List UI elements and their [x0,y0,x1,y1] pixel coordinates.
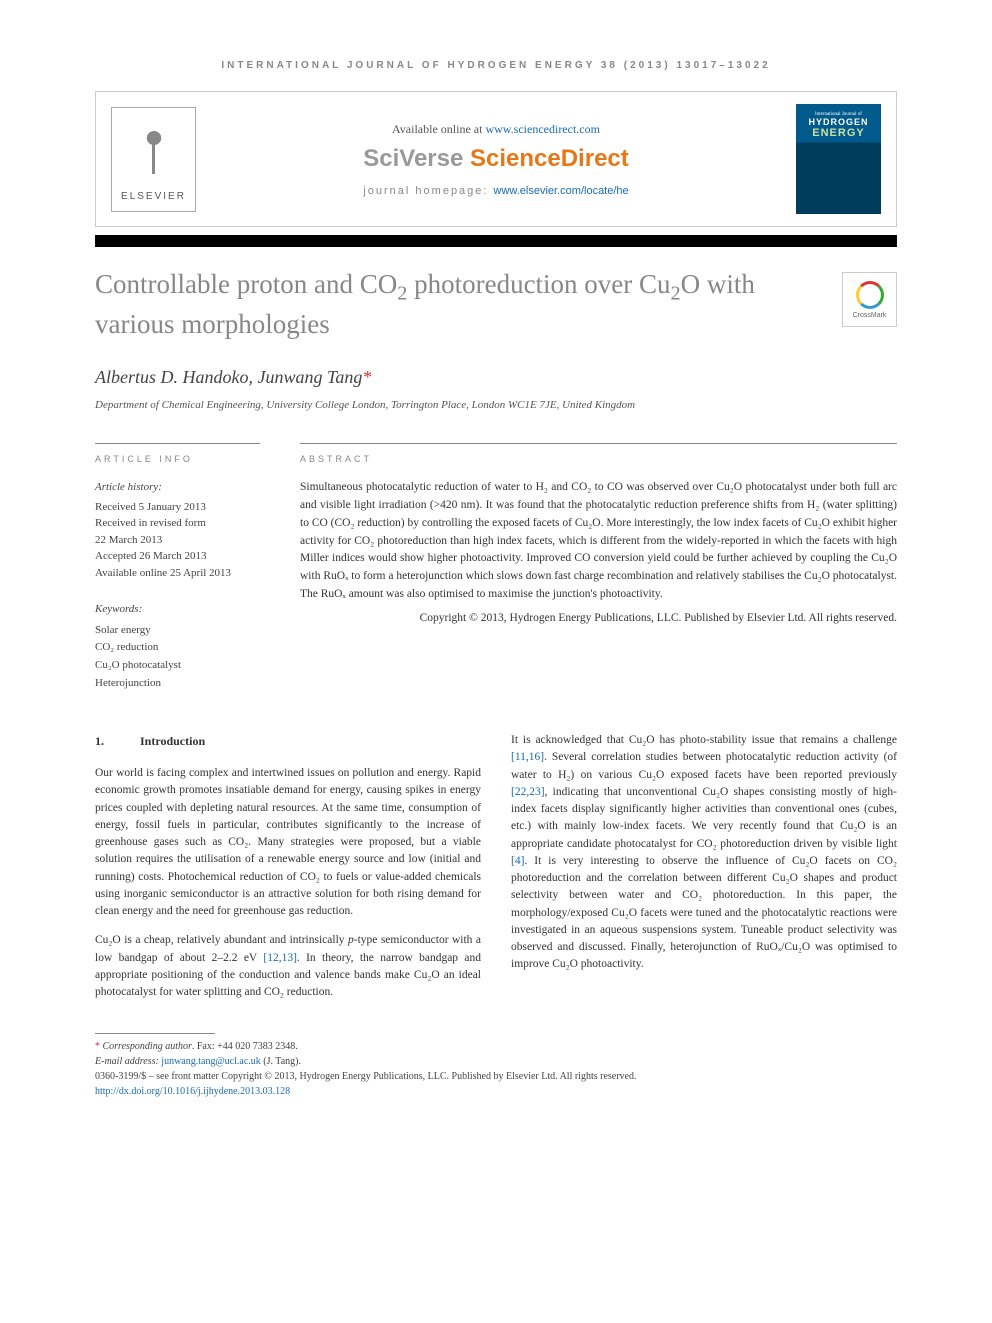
corresponding-author-label: Corresponding author [103,1041,192,1052]
section-heading: 1.Introduction [95,732,481,750]
footnotes: * Corresponding author. Fax: +44 020 738… [95,1039,897,1099]
keywords-label: Keywords: [95,601,260,619]
crossmark-icon [856,281,884,309]
title-part1: Controllable proton and CO [95,269,397,299]
citation-link[interactable]: [12,13] [263,952,297,964]
citation-link[interactable]: [22,23] [511,786,545,798]
email-name: (J. Tang). [261,1056,301,1067]
text-run: . Several correlation studies between ph… [511,751,897,780]
issn-copyright: 0360-3199/$ – see front matter Copyright… [95,1069,897,1084]
publisher-header: ELSEVIER Available online at www.science… [95,91,897,227]
available-online-text: Available online at www.sciencedirect.co… [211,122,781,137]
revised-date: 22 March 2013 [95,532,260,549]
article-info-label: ARTICLE INFO [95,443,260,464]
cover-title2: ENERGY [812,127,864,139]
corresponding-star: * [362,367,371,387]
paragraph: It is acknowledged that Cu₂O has photo-s… [511,732,897,974]
citation-link[interactable]: [4] [511,855,524,867]
authors: Albertus D. Handoko, Junwang Tang* [95,367,897,388]
email-link[interactable]: junwang.tang@ucl.ac.uk [161,1056,260,1067]
keyword: Heterojunction [95,675,260,693]
section-number: 1. [95,732,140,750]
footnote-star: * [95,1041,103,1052]
affiliation: Department of Chemical Engineering, Univ… [95,398,897,413]
sciencedirect-link[interactable]: www.sciencedirect.com [485,122,600,136]
abstract-copyright: Copyright © 2013, Hydrogen Energy Public… [300,612,897,624]
text-run: It is acknowledged that Cu₂O has photo-s… [511,734,897,746]
online-date: Available online 25 April 2013 [95,565,260,582]
doi-link[interactable]: http://dx.doi.org/10.1016/j.ijhydene.201… [95,1086,290,1097]
article-history: Article history: Received 5 January 2013… [95,479,260,581]
cover-title1: HYDROGEN [808,117,868,127]
journal-homepage: journal homepage: www.elsevier.com/locat… [211,185,781,197]
authors-text: Albertus D. Handoko, Junwang Tang [95,367,362,387]
available-label: Available online at [392,122,485,136]
history-label: Article history: [95,479,260,496]
keyword: Solar energy [95,622,260,640]
article-title: Controllable proton and CO2 photoreducti… [95,267,822,342]
text-run: , indicating that unconventional Cu₂O sh… [511,786,897,850]
accepted-date: Accepted 26 March 2013 [95,548,260,565]
title-part2: photoreduction over Cu [407,269,670,299]
email-label: E-mail address: [95,1056,161,1067]
crossmark-badge[interactable]: CrossMark [842,272,897,327]
elsevier-text: ELSEVIER [121,191,186,202]
sciverse-logo: SciVerse ScienceDirect [211,145,781,173]
section-title: Introduction [140,734,205,748]
keywords: Keywords: Solar energy CO₂ reduction Cu₂… [95,601,260,692]
body-column-left: 1.Introduction Our world is facing compl… [95,732,481,1013]
journal-running-head: INTERNATIONAL JOURNAL OF HYDROGEN ENERGY… [95,60,897,71]
received-date: Received 5 January 2013 [95,499,260,516]
keyword: CO₂ reduction [95,639,260,657]
keyword: Cu₂O photocatalyst [95,657,260,675]
fax-text: . Fax: +44 020 7383 2348. [192,1041,298,1052]
text-run: Cu₂O is a cheap, relatively abundant and… [95,934,348,946]
footnote-separator [95,1033,215,1034]
abstract-label: ABSTRACT [300,443,897,464]
revised-label: Received in revised form [95,515,260,532]
body-column-right: It is acknowledged that Cu₂O has photo-s… [511,732,897,1013]
homepage-label: journal homepage: [363,185,493,197]
text-run: . It is very interesting to observe the … [511,855,897,971]
journal-cover-thumbnail: International Journal of HYDROGEN ENERGY [796,104,881,214]
divider-bar [95,235,897,247]
citation-link[interactable]: [11,16] [511,751,544,763]
crossmark-label: CrossMark [853,312,887,319]
abstract-text: Simultaneous photocatalytic reduction of… [300,479,897,604]
elsevier-logo: ELSEVIER [111,107,196,212]
sciverse-gray: SciVerse [363,145,470,172]
paragraph: Our world is facing complex and intertwi… [95,765,481,920]
elsevier-tree-icon [124,116,184,186]
homepage-link[interactable]: www.elsevier.com/locate/he [494,185,629,197]
sciverse-orange: ScienceDirect [470,145,629,172]
paragraph: Cu₂O is a cheap, relatively abundant and… [95,932,481,1001]
